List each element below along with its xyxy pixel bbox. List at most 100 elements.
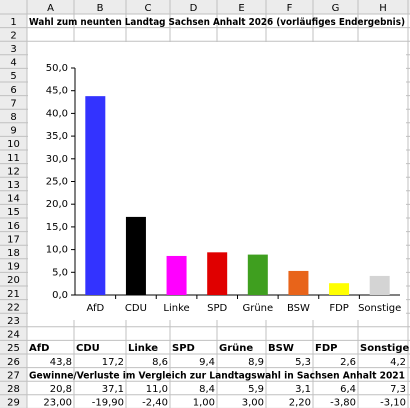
cell-text[interactable]: -3,10 <box>380 398 406 408</box>
cell-text[interactable]: 2,6 <box>340 357 356 368</box>
row-header[interactable]: 7 <box>10 98 16 109</box>
row-header[interactable]: 22 <box>7 302 20 313</box>
cell-text[interactable]: 5,9 <box>248 384 264 395</box>
row-header[interactable]: 27 <box>7 370 20 381</box>
row-header[interactable]: 17 <box>7 234 20 245</box>
y-tick-label: 15,0 <box>46 222 68 233</box>
row-header[interactable]: 1 <box>10 17 16 28</box>
column-header[interactable]: C <box>145 3 152 14</box>
cell-text[interactable]: CDU <box>76 343 100 354</box>
x-tick-label: AfD <box>86 303 104 314</box>
cell-text[interactable]: 8,4 <box>199 384 215 395</box>
bar <box>166 255 187 295</box>
bar <box>85 96 106 295</box>
bar <box>329 283 350 295</box>
row-header[interactable]: 2 <box>10 30 16 41</box>
row-header[interactable]: 29 <box>7 398 20 408</box>
column-header[interactable]: E <box>238 3 244 14</box>
x-tick-label: FDP <box>329 303 348 314</box>
y-tick-label: 45,0 <box>46 86 68 97</box>
cell-text[interactable]: BSW <box>268 343 294 354</box>
x-tick-label: BSW <box>287 303 310 314</box>
column-header[interactable]: A <box>47 3 54 14</box>
cell-text[interactable]: Grüne <box>219 343 253 354</box>
row-header[interactable]: 8 <box>10 112 16 123</box>
cell-text[interactable]: 17,2 <box>102 357 124 368</box>
bar <box>247 254 268 295</box>
row-header[interactable]: 5 <box>10 71 16 82</box>
cell-text[interactable]: -3,80 <box>330 398 356 408</box>
row-header[interactable]: 21 <box>7 289 20 300</box>
row-header[interactable]: 25 <box>7 343 20 354</box>
cell-text[interactable]: 11,0 <box>146 384 168 395</box>
cell-text[interactable]: 2,20 <box>289 398 311 408</box>
row-header[interactable]: 6 <box>10 85 16 96</box>
cell-text[interactable]: 6,4 <box>340 384 356 395</box>
row-header[interactable]: 28 <box>7 384 20 395</box>
cell-text[interactable]: Linke <box>128 343 158 354</box>
bar <box>207 252 228 295</box>
row-header[interactable]: 15 <box>7 207 20 218</box>
x-tick-label: Grüne <box>242 303 273 314</box>
cell-text[interactable]: Gewinne/Verluste im Vergleich zur Landta… <box>29 370 405 381</box>
cell-text[interactable]: 37,1 <box>102 384 124 395</box>
row-header[interactable]: 26 <box>7 357 20 368</box>
y-tick-label: 0,0 <box>52 290 68 301</box>
column-header[interactable]: F <box>287 3 293 14</box>
row-header[interactable]: 20 <box>7 275 20 286</box>
cell-text[interactable]: Sonstige <box>360 343 410 354</box>
cell-text[interactable]: 5,3 <box>295 357 311 368</box>
y-tick-label: 20,0 <box>46 199 68 210</box>
y-tick-label: 5,0 <box>52 267 68 278</box>
cell-text[interactable]: 8,9 <box>248 357 264 368</box>
cell-text[interactable]: 4,2 <box>390 357 406 368</box>
y-tick-label: 50,0 <box>46 63 68 74</box>
row-header[interactable]: 19 <box>7 262 20 273</box>
y-tick-label: 35,0 <box>46 131 68 142</box>
bar <box>125 216 146 295</box>
row-header[interactable]: 23 <box>7 316 20 327</box>
cell-text[interactable]: 43,8 <box>50 357 72 368</box>
row-header[interactable]: 18 <box>7 248 20 259</box>
row-header[interactable]: 10 <box>7 139 20 150</box>
y-tick-label: 25,0 <box>46 177 68 188</box>
cell-text[interactable]: -2,40 <box>142 398 168 408</box>
cell-text[interactable]: 1,00 <box>193 398 215 408</box>
column-header-bar <box>0 0 410 14</box>
bar <box>288 270 309 295</box>
cell-text[interactable]: 7,3 <box>390 384 406 395</box>
row-header[interactable]: 3 <box>10 44 16 55</box>
x-tick-label: SPD <box>207 303 227 314</box>
cell-text[interactable]: 3,1 <box>295 384 311 395</box>
row-header[interactable]: 13 <box>7 180 20 191</box>
row-header[interactable]: 4 <box>10 58 16 69</box>
column-header[interactable]: H <box>379 3 387 14</box>
cell-text[interactable]: Wahl zum neunten Landtag Sachsen Anhalt … <box>29 17 405 28</box>
x-tick-label: Sonstige <box>358 303 401 314</box>
cell-text[interactable]: SPD <box>172 343 195 354</box>
cell-text[interactable]: -19,90 <box>92 398 124 408</box>
cell-text[interactable]: 9,4 <box>199 357 215 368</box>
row-header[interactable]: 9 <box>10 126 16 137</box>
row-header[interactable]: 24 <box>7 330 20 341</box>
row-header[interactable]: 11 <box>7 153 20 164</box>
column-header[interactable]: D <box>190 3 198 14</box>
row-header[interactable]: 14 <box>7 194 20 205</box>
y-tick-label: 30,0 <box>46 154 68 165</box>
y-tick-label: 10,0 <box>46 245 68 256</box>
x-tick-label: CDU <box>125 303 147 314</box>
column-header[interactable]: B <box>97 3 104 14</box>
bar <box>369 275 390 295</box>
cell-text[interactable]: 3,00 <box>242 398 264 408</box>
row-header[interactable]: 12 <box>7 166 20 177</box>
x-tick-label: Linke <box>163 303 189 314</box>
cell-text[interactable]: AfD <box>29 343 49 354</box>
cell-text[interactable]: 20,8 <box>50 384 72 395</box>
y-tick-label: 40,0 <box>46 108 68 119</box>
column-header[interactable]: G <box>332 3 340 14</box>
row-header[interactable]: 16 <box>7 221 20 232</box>
cell-text[interactable]: FDP <box>315 343 337 354</box>
cell-text[interactable]: 23,00 <box>43 398 72 408</box>
cell-text[interactable]: 8,6 <box>152 357 168 368</box>
